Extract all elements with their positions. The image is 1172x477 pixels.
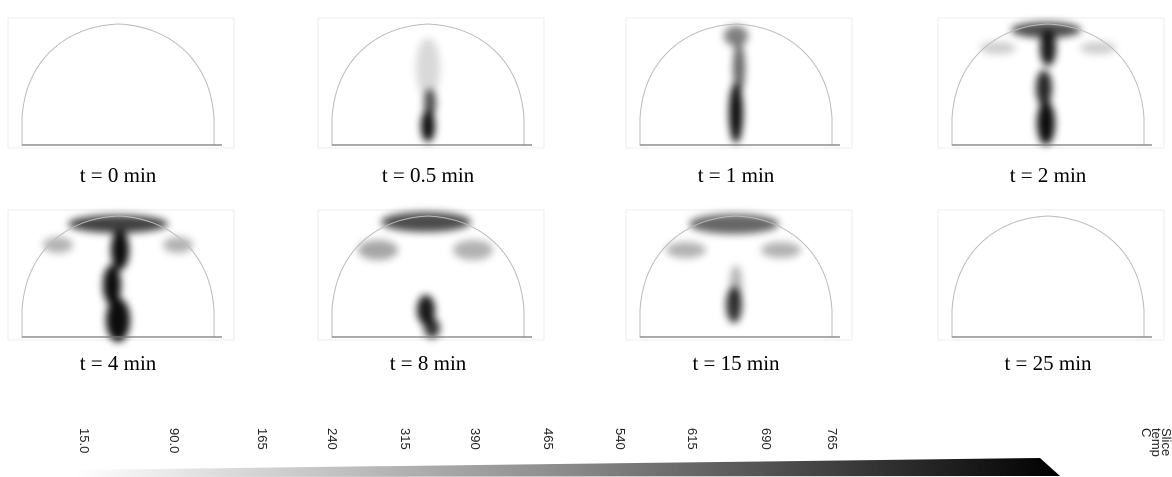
plume-blob [689, 214, 779, 234]
plume-blob [43, 237, 73, 253]
plume-blob [729, 83, 743, 143]
colorbar-title: C [1139, 428, 1154, 437]
plume-blob [453, 240, 493, 260]
panel-label: t = 0 min [80, 163, 157, 187]
plume-blob [424, 318, 440, 338]
panel [626, 18, 852, 148]
colorbar-tick: 540 [613, 428, 628, 450]
panel [8, 210, 234, 342]
panel [938, 18, 1164, 148]
plume-blob [163, 237, 193, 253]
plume-blob [106, 298, 130, 342]
colorbar-tick: 690 [759, 428, 774, 450]
panel-label: t = 0.5 min [382, 163, 475, 187]
colorbar-tick: 165 [255, 428, 270, 450]
plume-blob [980, 42, 1016, 54]
panel [938, 210, 1164, 340]
plume-blob [1040, 30, 1056, 66]
plume-blob [421, 110, 435, 142]
colorbar [75, 458, 1060, 477]
colorbar-tick: 390 [468, 428, 483, 450]
plume-blob [730, 265, 742, 305]
colorbar-tick: 765 [825, 428, 840, 450]
plume-blob [666, 242, 706, 258]
colorbar-tick: 240 [325, 428, 340, 450]
colorbar-tick: 465 [541, 428, 556, 450]
plume-blob [358, 240, 398, 260]
panel [8, 18, 234, 148]
colorbar-tick: 15.0 [77, 428, 92, 453]
plume-blob [416, 38, 440, 98]
panel-frame [8, 18, 234, 148]
panel-frame [938, 210, 1164, 340]
colorbar-tick: 90.0 [167, 428, 182, 453]
panel-label: t = 4 min [80, 351, 157, 375]
plume-blob [1080, 42, 1116, 54]
panel [318, 18, 544, 148]
panel [318, 210, 544, 340]
plume-blob [761, 242, 801, 258]
colorbar-tick: 615 [685, 428, 700, 450]
panel-label: t = 1 min [698, 163, 775, 187]
panel-label: t = 25 min [1004, 351, 1092, 375]
plume-blob [724, 26, 748, 46]
plume-blob [1037, 101, 1055, 145]
plume-blob [1036, 70, 1052, 106]
panel-label: t = 8 min [390, 351, 467, 375]
plume-blob [111, 230, 129, 270]
panel-label: t = 2 min [1010, 163, 1087, 187]
plume-blob [68, 215, 168, 233]
panel-label: t = 15 min [692, 351, 780, 375]
figure: t = 0 min t = 0.5 min t = 1 min t = 2 min t … [0, 0, 1172, 477]
panel [626, 210, 852, 340]
colorbar-tick: 315 [398, 428, 413, 450]
